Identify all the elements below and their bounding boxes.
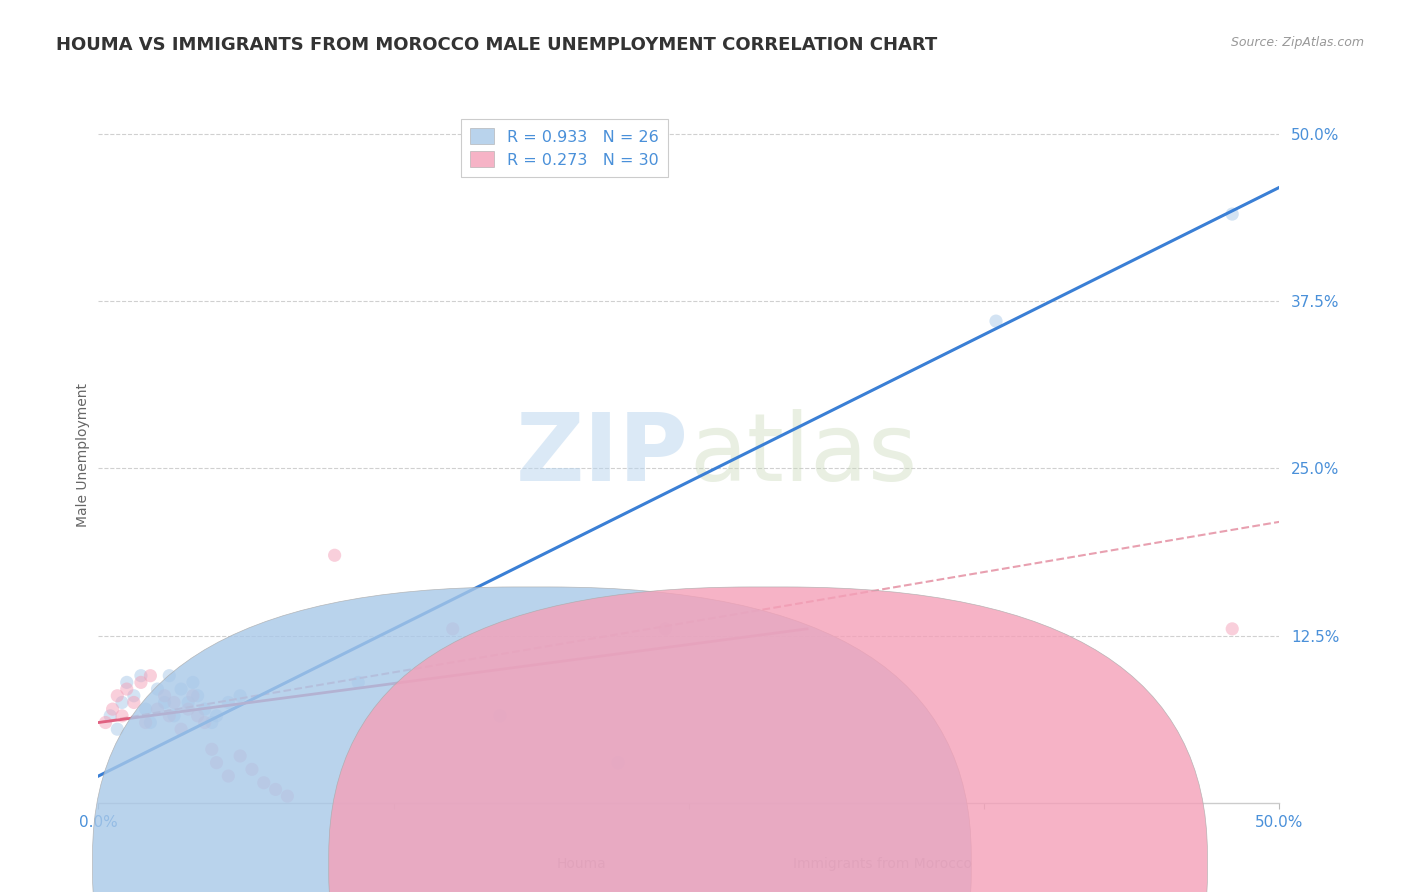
Point (170, 723, 193, 737)
Point (115, 681, 138, 696)
Point (129, 669, 152, 683)
Point (153, 689, 176, 703)
Point (135, 702, 157, 716)
Point (105, 723, 128, 737)
Point (177, 696, 200, 710)
Point (177, 702, 200, 716)
Point (163, 708, 186, 723)
Point (153, 696, 176, 710)
Point (170, 681, 193, 696)
Point (205, 708, 228, 723)
Text: atlas: atlas (689, 409, 917, 501)
Point (146, 681, 169, 696)
Point (441, 622, 464, 636)
Text: Houma: Houma (557, 857, 606, 871)
Text: Source: ZipAtlas.com: Source: ZipAtlas.com (1230, 36, 1364, 49)
Point (1220, 622, 1243, 636)
Point (139, 715, 162, 730)
Point (654, 622, 676, 636)
Legend: R = 0.933   N = 26, R = 0.273   N = 30: R = 0.933 N = 26, R = 0.273 N = 30 (461, 119, 668, 178)
Point (1220, 207, 1243, 221)
Point (94, 715, 117, 730)
Point (135, 715, 157, 730)
Point (163, 696, 186, 710)
Text: Immigrants from Morocco: Immigrants from Morocco (793, 857, 972, 871)
Point (201, 742, 224, 756)
Point (229, 749, 252, 764)
Point (111, 708, 134, 723)
Point (489, 708, 512, 723)
Y-axis label: Male Unemployment: Male Unemployment (76, 383, 90, 527)
Point (187, 708, 209, 723)
Point (194, 715, 217, 730)
Point (201, 715, 224, 730)
Point (139, 669, 162, 683)
Point (157, 669, 180, 683)
Point (115, 675, 138, 690)
Point (122, 689, 145, 703)
Point (217, 696, 239, 710)
Point (187, 689, 209, 703)
Point (253, 775, 276, 790)
Point (122, 696, 145, 710)
Point (98, 708, 121, 723)
Point (229, 689, 252, 703)
Point (194, 702, 217, 716)
Point (157, 708, 180, 723)
Point (276, 789, 298, 803)
Point (240, 762, 263, 776)
Text: ZIP: ZIP (516, 409, 689, 501)
Point (181, 689, 204, 703)
Point (129, 675, 152, 690)
Point (101, 702, 124, 716)
Point (146, 702, 169, 716)
Point (347, 675, 370, 690)
Point (607, 756, 630, 770)
Point (217, 769, 239, 783)
Point (264, 782, 287, 797)
Point (205, 756, 228, 770)
Point (984, 314, 1007, 328)
Point (181, 675, 204, 690)
Text: HOUMA VS IMMIGRANTS FROM MOROCCO MALE UNEMPLOYMENT CORRELATION CHART: HOUMA VS IMMIGRANTS FROM MOROCCO MALE UN… (56, 36, 938, 54)
Point (323, 548, 346, 563)
Point (111, 696, 134, 710)
Point (105, 689, 128, 703)
